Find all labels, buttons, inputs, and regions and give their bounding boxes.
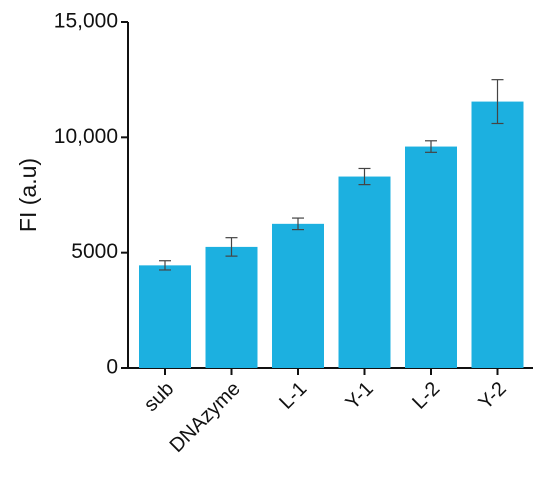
y-tick-label: 15,000 bbox=[54, 10, 118, 33]
error-bar bbox=[358, 167, 371, 186]
y-tick-label: 5000 bbox=[71, 240, 118, 263]
x-tick-label: Y-1 bbox=[341, 378, 377, 414]
error-bar bbox=[425, 140, 437, 153]
bar bbox=[205, 246, 258, 368]
x-tick-label: L-2 bbox=[408, 378, 444, 414]
y-tick-label: 0 bbox=[106, 356, 118, 379]
bar bbox=[272, 223, 324, 368]
bar bbox=[471, 101, 524, 368]
y-tick-label: 10,000 bbox=[54, 125, 118, 148]
x-tick-label: sub bbox=[140, 378, 178, 416]
x-tick-label: L-1 bbox=[275, 378, 311, 414]
error-bar bbox=[491, 79, 504, 125]
x-tick-label: DNAzyme bbox=[166, 378, 245, 457]
y-axis-label: FI (a.u) bbox=[15, 158, 41, 232]
error-bar bbox=[225, 237, 238, 257]
bar bbox=[405, 146, 457, 368]
x-tick-label: Y-2 bbox=[474, 378, 510, 414]
bar bbox=[338, 176, 391, 368]
error-bar bbox=[292, 217, 304, 231]
bar bbox=[139, 265, 191, 368]
error-bar bbox=[159, 260, 171, 271]
